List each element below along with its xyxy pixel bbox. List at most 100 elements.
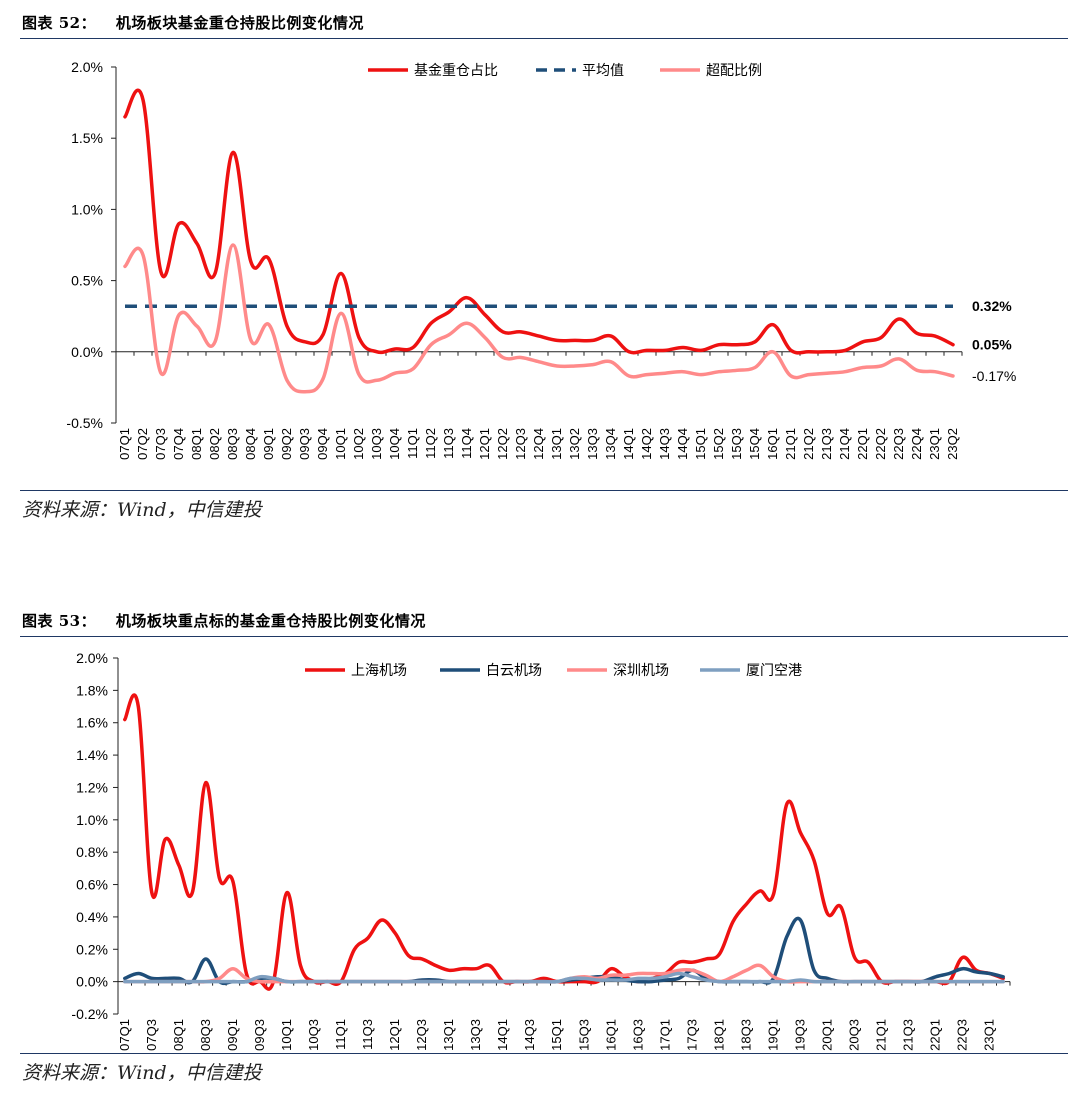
x-tick-label: 11Q2	[423, 428, 438, 459]
x-tick-label: 22Q2	[873, 428, 888, 460]
x-tick-label: 09Q2	[279, 428, 294, 460]
x-tick-label: 09Q1	[225, 1019, 240, 1051]
y-tick-label: 1.2%	[76, 779, 108, 795]
x-tick-label: 08Q2	[207, 428, 222, 460]
end-value-label: 0.32%	[972, 298, 1012, 314]
legend-label-1: 白云机场	[486, 662, 542, 678]
figure-53-caption: 机场板块重点标的基金重仓持股比例变化情况	[115, 612, 426, 630]
x-tick-label: 09Q4	[315, 428, 330, 460]
series-line-3	[123, 971, 1005, 984]
x-tick-label: 20Q3	[847, 1019, 862, 1051]
x-tick-label: 20Q1	[820, 1019, 835, 1051]
x-tick-label: 07Q3	[153, 428, 168, 460]
y-tick-label: 0.8%	[76, 844, 108, 860]
y-tick-label: 0.5%	[71, 273, 103, 289]
x-tick-label: 13Q4	[603, 428, 618, 460]
y-tick-label: 2.0%	[71, 59, 103, 75]
series-line-1	[123, 916, 1005, 986]
x-tick-label: 11Q4	[459, 428, 474, 459]
x-tick-label: 13Q1	[441, 1019, 456, 1051]
x-tick-label: 12Q2	[495, 428, 510, 460]
figure-52-caption: 机场板块基金重仓持股比例变化情况	[115, 14, 364, 32]
x-tick-label: 12Q4	[531, 428, 546, 460]
y-tick-label: 1.4%	[76, 747, 108, 763]
x-tick-label: 17Q3	[684, 1019, 699, 1051]
figure-53-title: 图表 53： 机场板块重点标的基金重仓持股比例变化情况	[22, 610, 426, 631]
x-tick-label: 18Q1	[711, 1019, 726, 1051]
x-tick-label: 17Q1	[657, 1019, 672, 1051]
x-tick-label: 16Q1	[603, 1019, 618, 1051]
end-value-label: -0.17%	[972, 368, 1016, 384]
x-tick-label: 15Q4	[747, 428, 762, 460]
x-tick-label: 08Q4	[243, 428, 258, 460]
chart-52-plot: 2.0% 1.5% 1.0% 0.5% 0.0% -0.5% 07Q1 07Q2 07Q3 07Q…	[66, 59, 1016, 460]
x-tick-label: 09Q3	[252, 1019, 267, 1051]
x-tick-label: 12Q1	[387, 1019, 402, 1051]
x-tick-label: 14Q3	[522, 1019, 537, 1051]
x-tick-label: 21Q1	[874, 1019, 889, 1051]
x-tick-label: 13Q3	[468, 1019, 483, 1051]
figure-52-source: 资料来源：Wind，中信建投	[22, 499, 262, 521]
x-tick-label: 18Q3	[738, 1019, 753, 1051]
x-tick-label: 14Q1	[621, 428, 636, 460]
figure-53-top-rule	[20, 636, 1068, 637]
x-tick-label: 23Q1	[927, 428, 942, 460]
figure-53-label: 图表 53：	[22, 612, 97, 630]
x-tick-label: 22Q1	[855, 428, 870, 460]
x-tick-label: 22Q1	[928, 1019, 943, 1051]
series-line-2	[123, 243, 955, 394]
x-tick-label: 16Q3	[630, 1019, 645, 1051]
y-tick-label: 1.0%	[71, 201, 103, 217]
x-tick-label: 09Q1	[261, 428, 276, 460]
x-tick-label: 14Q1	[495, 1019, 510, 1051]
legend-label-2: 超配比例	[706, 62, 762, 78]
y-tick-label: -0.5%	[66, 415, 103, 431]
x-tick-label: 22Q4	[909, 428, 924, 460]
end-value-label: 0.05%	[972, 337, 1012, 353]
x-tick-label: 21Q3	[819, 428, 834, 460]
x-tick-label: 11Q3	[441, 428, 456, 459]
x-tick-label: 21Q4	[837, 428, 852, 460]
figure-52-title: 图表 52： 机场板块基金重仓持股比例变化情况	[22, 12, 364, 33]
x-tick-label: 10Q4	[387, 428, 402, 460]
x-tick-label: 22Q3	[891, 428, 906, 460]
legend-label-2: 深圳机场	[613, 662, 669, 678]
x-tick-label: 08Q1	[171, 1019, 186, 1051]
figure-53-source: 资料来源：Wind，中信建投	[22, 1062, 262, 1084]
x-tick-label: 15Q1	[549, 1019, 564, 1051]
y-tick-label: 2.0%	[76, 650, 108, 666]
x-tick-label: 12Q3	[414, 1019, 429, 1051]
y-tick-label: 1.0%	[76, 812, 108, 828]
y-tick-label: 0.6%	[76, 877, 108, 893]
figure-52-label: 图表 52：	[22, 14, 97, 32]
y-tick-label: 0.4%	[76, 909, 108, 925]
y-tick-label: -0.2%	[71, 1006, 108, 1022]
x-tick-label: 16Q1	[765, 428, 780, 460]
y-tick-label: 0.0%	[76, 974, 108, 990]
y-tick-label: 1.8%	[76, 682, 108, 698]
legend-label-1: 平均值	[582, 62, 624, 78]
legend-label-0: 基金重仓占比	[414, 62, 498, 78]
x-tick-label: 14Q2	[639, 428, 654, 460]
legend-label-3: 厦门空港	[746, 662, 802, 678]
x-tick-label: 11Q1	[333, 1019, 348, 1050]
x-tick-label: 10Q3	[369, 428, 384, 460]
x-tick-label: 10Q2	[351, 428, 366, 460]
x-tick-label: 15Q2	[711, 428, 726, 460]
x-tick-label: 07Q2	[135, 428, 150, 460]
x-tick-label: 10Q1	[279, 1019, 294, 1051]
x-tick-label: 07Q1	[117, 428, 132, 460]
x-tick-label: 12Q3	[513, 428, 528, 460]
x-tick-label: 08Q3	[198, 1019, 213, 1051]
legend-label-0: 上海机场	[351, 662, 407, 678]
x-tick-label: 11Q3	[360, 1019, 375, 1050]
x-tick-label: 21Q3	[901, 1019, 916, 1051]
x-tick-label: 10Q1	[333, 428, 348, 460]
series-line-0	[123, 693, 1005, 991]
x-tick-label: 21Q1	[783, 428, 798, 460]
x-tick-label: 11Q1	[405, 428, 420, 459]
x-tick-label: 08Q3	[225, 428, 240, 460]
x-tick-label: 14Q3	[657, 428, 672, 460]
x-tick-label: 12Q1	[477, 428, 492, 460]
x-tick-label: 21Q2	[801, 428, 816, 460]
